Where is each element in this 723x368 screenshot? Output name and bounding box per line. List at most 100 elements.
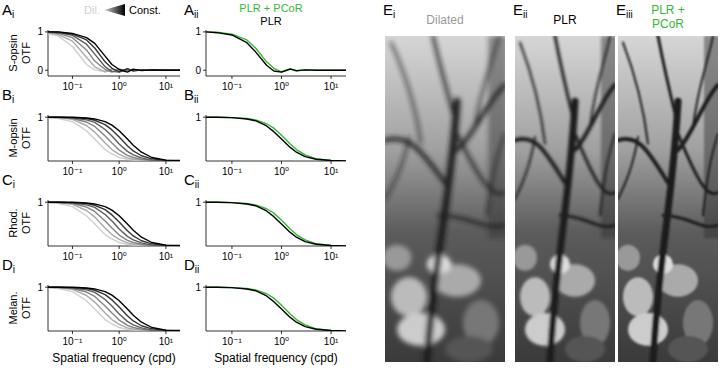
x-tick: [165, 246, 166, 249]
x-tick-label: 10⁻¹: [222, 81, 242, 92]
photo-branch: [623, 43, 648, 144]
series-group: [48, 117, 180, 161]
panel-letter: E: [383, 1, 393, 18]
otf-line: [206, 287, 346, 331]
photo-branch: [439, 215, 505, 226]
panel-letter: E: [616, 1, 626, 18]
image-label-line: PLR: [553, 13, 577, 27]
panel-letter: C: [184, 171, 195, 188]
y-tick-label: 1: [195, 282, 201, 293]
y-tick-label: 0: [37, 65, 43, 76]
photo-blob: [628, 313, 668, 346]
photo-branch: [515, 139, 565, 183]
figure: 10⁻¹10⁰10¹01Dil.Const.AiS-opsinOTF10⁻¹10…: [0, 0, 723, 368]
panel-sub: ii: [523, 9, 527, 20]
x-tick: [119, 246, 120, 249]
x-tick: [231, 161, 232, 164]
panel: 10⁻¹10⁰10¹01Dil.Const.AiS-opsinOTF: [2, 1, 180, 92]
panel-sub: ii: [195, 264, 199, 275]
x-tick-label: 10⁰: [274, 81, 289, 92]
x-tick-label: 10⁻¹: [222, 166, 242, 177]
x-tick-label: 10⁰: [274, 336, 289, 347]
x-tick: [231, 76, 232, 79]
panel-sub: i: [12, 9, 14, 20]
legend-gradient: [104, 4, 125, 16]
x-tick-label: 10⁻¹: [63, 166, 83, 177]
otf-line: [206, 32, 346, 72]
panel: 10⁻¹10⁰10¹1Cii: [184, 171, 346, 262]
y-axis: [48, 115, 49, 161]
y-axis: [206, 285, 207, 331]
x-tick: [165, 331, 166, 334]
x-tick: [165, 76, 166, 79]
photo-blob: [525, 313, 565, 346]
image-label: PLR +PCoR: [651, 3, 685, 31]
otf-line: [48, 202, 180, 246]
photo-scene: [515, 36, 615, 362]
x-tick: [281, 161, 282, 164]
otf-line: [48, 202, 180, 246]
panel-label: Ai: [2, 1, 14, 20]
panel-label: Cii: [184, 171, 199, 190]
x-tick-label: 10⁰: [112, 166, 127, 177]
photo-branch: [427, 101, 457, 362]
panel-label: Dii: [184, 256, 199, 275]
photo: [385, 36, 505, 362]
legend-label: Const.: [129, 4, 161, 16]
otf-line: [48, 288, 180, 331]
photo-blob: [520, 277, 550, 316]
series-group: [206, 202, 346, 246]
photo-branch: [487, 134, 505, 216]
photo: [515, 36, 615, 362]
x-tick: [165, 161, 166, 164]
otf-line: [48, 203, 180, 246]
series-group: [206, 117, 346, 161]
y-axis-label: Rhod.OTF: [7, 208, 32, 237]
photo-blob: [618, 245, 640, 271]
otf-line: [48, 32, 180, 72]
photo-branch: [618, 137, 638, 199]
photo-blob: [397, 313, 445, 346]
panel-letter: D: [2, 256, 13, 273]
panel-letter: B: [184, 86, 194, 103]
panel-sub: ii: [194, 9, 198, 20]
y-axis-label-line: OTF: [20, 127, 32, 149]
y-axis: [206, 200, 207, 246]
image-label: Dilated: [426, 13, 463, 27]
image-panel: EiDilated: [383, 1, 508, 362]
otf-line: [48, 288, 180, 331]
x-tick-label: 10¹: [324, 251, 339, 262]
photo-branch: [457, 134, 505, 194]
x-tick: [231, 331, 232, 334]
photo-branch: [560, 215, 615, 226]
panel-label: Bii: [184, 86, 198, 105]
series-group: [48, 202, 180, 246]
otf-line: [48, 287, 180, 331]
photo: [618, 36, 718, 362]
photo-blob: [668, 336, 708, 362]
photo-branch: [385, 139, 445, 183]
photo-branch: [653, 101, 678, 362]
photo-branch: [575, 134, 615, 194]
y-tick-label: 1: [37, 112, 43, 123]
x-tick-label: 10⁻¹: [222, 251, 242, 262]
photo-branch: [703, 134, 718, 216]
y-axis: [206, 115, 207, 161]
photo-blob: [391, 277, 427, 316]
otf-line: [206, 202, 346, 246]
x-tick: [281, 246, 282, 249]
y-tick: [45, 202, 48, 203]
y-axis-label-line: OTF: [20, 42, 32, 64]
photo-background: [515, 36, 615, 362]
panel: 10⁻¹10⁰10¹1BiM-opsinOTF: [2, 86, 180, 177]
image-label-line: PLR +: [651, 3, 685, 17]
photo-background: [385, 36, 505, 362]
otf-line: [48, 287, 180, 331]
otf-line: [48, 117, 180, 161]
x-tick-label: 10¹: [159, 336, 174, 347]
panel-letter: B: [2, 86, 12, 103]
panel-letter: C: [2, 171, 13, 188]
photo-blob: [565, 336, 605, 362]
y-axis-label-line: OTF: [20, 212, 32, 234]
otf-line: [48, 117, 180, 160]
